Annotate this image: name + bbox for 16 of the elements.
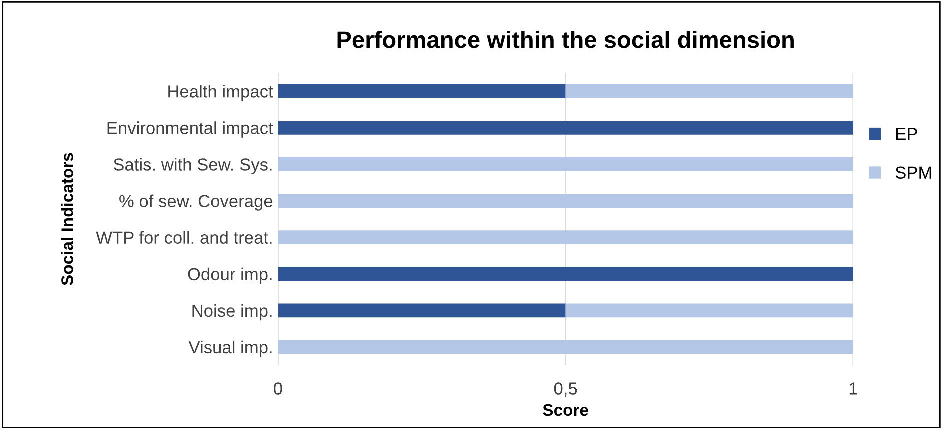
- x-tick-label: 1: [850, 382, 858, 395]
- y-tick-label: WTP for coll. and treat.: [96, 231, 272, 244]
- x-tick-label: 0,5: [554, 382, 578, 397]
- x-tick-label: 0: [274, 382, 282, 395]
- y-tick-label: Environmental impact: [108, 122, 274, 138]
- chart-title: Performance within the social dimension: [338, 30, 794, 48]
- y-tick-label: Noise imp.: [192, 304, 272, 321]
- legend-label: SPM: [896, 166, 932, 180]
- y-tick-label: Health impact: [168, 85, 274, 102]
- y-tick-label: Odour imp.: [188, 268, 272, 284]
- x-axis-title: Score: [543, 404, 588, 416]
- y-tick-label: % of sew. Coverage: [120, 194, 273, 211]
- legend-label: EP: [896, 128, 918, 140]
- y-tick-label: Satis. with Sew. Sys.: [114, 158, 272, 174]
- y-axis-title: Social Indicators: [61, 153, 74, 286]
- y-tick-label: Visual imp.: [188, 340, 272, 358]
